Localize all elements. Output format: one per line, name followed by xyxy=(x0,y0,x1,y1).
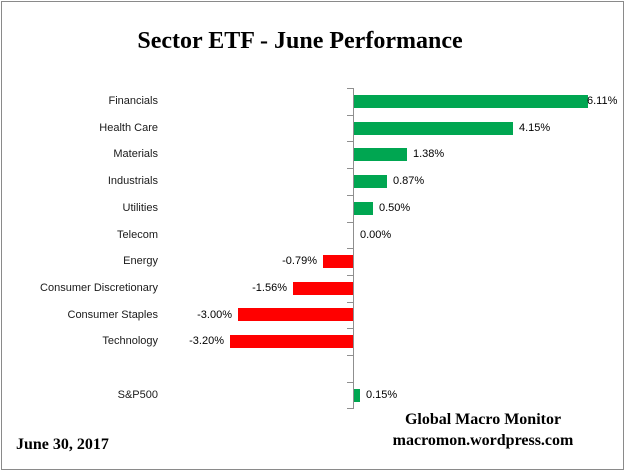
category-label: S&P500 xyxy=(117,389,158,401)
axis-tick xyxy=(347,328,354,329)
value-label: -0.79% xyxy=(282,255,317,267)
value-label: 6.11% xyxy=(587,95,618,107)
axis-tick xyxy=(347,222,354,223)
footer-date: June 30, 2017 xyxy=(16,436,109,453)
attribution-block: Global Macro Monitor macromon.wordpress.… xyxy=(333,409,626,451)
axis-tick xyxy=(347,275,354,276)
negative-bar xyxy=(293,282,353,295)
category-label: Health Care xyxy=(99,122,158,134)
category-label: Financials xyxy=(108,95,158,107)
attribution-name: Global Macro Monitor xyxy=(404,411,562,428)
axis-tick xyxy=(347,168,354,169)
attribution-url: macromon.wordpress.com xyxy=(392,432,574,449)
value-label: -3.20% xyxy=(189,335,224,347)
positive-bar xyxy=(354,95,588,108)
positive-bar xyxy=(354,148,407,161)
category-label: Consumer Staples xyxy=(67,309,159,321)
negative-bar xyxy=(230,335,353,348)
axis-tick xyxy=(347,382,354,383)
value-label: -3.00% xyxy=(197,309,232,321)
value-label: 0.50% xyxy=(379,202,411,214)
category-label: Telecom xyxy=(117,229,158,241)
positive-bar xyxy=(354,389,360,402)
category-label: Industrials xyxy=(107,175,158,187)
chart-title: Sector ETF - June Performance xyxy=(137,28,463,54)
negative-bar xyxy=(323,255,353,268)
category-label: Materials xyxy=(113,148,158,160)
value-label: 4.15% xyxy=(519,122,551,134)
value-label: 1.38% xyxy=(413,148,445,160)
value-label: 0.15% xyxy=(366,389,398,401)
category-label: Technology xyxy=(102,335,158,347)
axis-tick xyxy=(347,355,354,356)
category-label: Energy xyxy=(123,255,158,267)
axis-tick xyxy=(347,141,354,142)
axis-tick xyxy=(347,302,354,303)
negative-bar xyxy=(238,308,353,321)
value-label: 0.00% xyxy=(360,229,392,241)
category-label: Consumer Discretionary xyxy=(40,282,158,294)
positive-bar xyxy=(354,202,373,215)
axis-tick xyxy=(347,248,354,249)
positive-bar xyxy=(354,175,387,188)
axis-tick xyxy=(347,115,354,116)
axis-tick xyxy=(347,408,354,409)
axis-tick xyxy=(347,88,354,89)
positive-bar xyxy=(354,122,513,135)
axis-tick xyxy=(347,195,354,196)
value-label: 0.87% xyxy=(393,175,425,187)
category-label: Utilities xyxy=(122,202,158,214)
value-label: -1.56% xyxy=(252,282,287,294)
